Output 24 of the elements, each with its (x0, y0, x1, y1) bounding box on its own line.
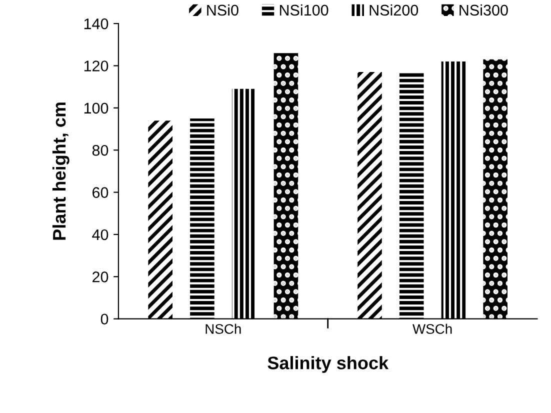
x-tick-label: WSCh (412, 324, 452, 334)
bar (232, 88, 256, 319)
y-tick-label: 0 (100, 314, 108, 325)
x-axis-title: Salinity shock (268, 356, 389, 373)
y-tick-label: 140 (84, 18, 108, 30)
bar (483, 59, 508, 319)
y-tick-label: 100 (84, 102, 108, 114)
legend-label: NSi100 (280, 4, 328, 16)
y-tick-label: 40 (92, 229, 108, 240)
bar (358, 72, 382, 319)
legend-label: NSi200 (370, 4, 418, 16)
y-tick-label: 20 (92, 272, 108, 282)
y-tick-label: 80 (92, 144, 108, 156)
bar (441, 62, 466, 319)
legend-label: NSi0 (207, 4, 238, 16)
y-tick-label: 60 (92, 187, 108, 198)
y-axis-title: Plant height, cm (52, 102, 70, 240)
bar (274, 53, 298, 319)
bar (399, 72, 424, 319)
legend-label: NSi300 (460, 4, 508, 16)
y-tick-label: 120 (84, 60, 108, 72)
x-tick-label: NSCh (206, 324, 241, 334)
bar (190, 118, 214, 319)
bar (148, 120, 172, 319)
